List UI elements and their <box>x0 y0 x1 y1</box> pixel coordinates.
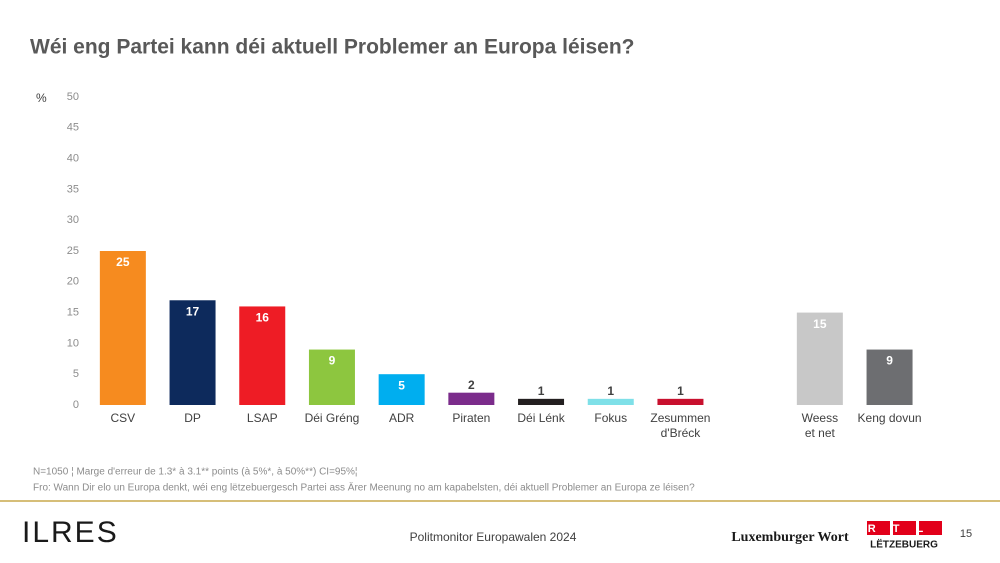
y-tick-label: 5 <box>73 368 79 380</box>
bar <box>587 398 634 405</box>
value-label: 15 <box>813 317 827 331</box>
value-label: 17 <box>186 304 200 318</box>
logo: ILRES <box>22 516 119 549</box>
value-label: 9 <box>329 354 336 368</box>
y-tick-label: 50 <box>67 91 79 103</box>
footer-text: Politmonitor Europawalen 2024 <box>410 530 577 544</box>
y-tick-label: 20 <box>67 276 79 288</box>
note: Fro: Wann Dir elo un Europa denkt, wéi e… <box>33 482 695 494</box>
rtl-box <box>919 521 942 535</box>
y-tick-label: 25 <box>67 245 79 257</box>
y-tick-label: 40 <box>67 153 79 165</box>
x-tick-label: Déi Lénk <box>517 411 565 425</box>
value-label: 1 <box>538 384 545 398</box>
chart-title: Wéi eng Partei kann déi aktuell Probleme… <box>30 36 635 59</box>
page-number: 15 <box>960 528 972 540</box>
x-tick-label: ADR <box>389 411 415 425</box>
y-axis-label: % <box>36 91 47 105</box>
x-tick-label: Piraten <box>452 411 490 425</box>
bar <box>796 312 843 405</box>
x-tick-label: LSAP <box>247 411 278 425</box>
bar <box>657 398 704 405</box>
x-tick-label: DP <box>184 411 201 425</box>
x-tick-label: CSV <box>111 411 136 425</box>
value-label: 2 <box>468 378 475 392</box>
x-tick-label: Weess et net <box>802 411 838 440</box>
rtl-box <box>893 521 916 535</box>
bar <box>308 349 355 405</box>
value-label: 5 <box>398 378 405 392</box>
y-tick-label: 30 <box>67 214 79 226</box>
y-tick-label: 35 <box>67 183 79 195</box>
partner-logo: Luxemburger Wort <box>731 530 849 545</box>
bar <box>378 374 425 405</box>
y-tick-label: 45 <box>67 122 79 134</box>
rtl-box <box>867 521 890 535</box>
rtl-logo: RTL <box>868 523 940 535</box>
x-tick-label: Fokus <box>594 411 627 425</box>
rtl-sub: LËTZEBUERG <box>870 538 938 551</box>
value-label: 25 <box>116 255 130 269</box>
y-tick-label: 10 <box>67 337 79 349</box>
x-tick-label: Déi Gréng <box>305 411 360 425</box>
value-label: 9 <box>886 354 893 368</box>
value-label: 16 <box>256 311 270 325</box>
value-label: 1 <box>607 384 614 398</box>
bar <box>169 300 216 405</box>
bar <box>518 398 565 405</box>
bar <box>866 349 913 405</box>
bar <box>99 251 146 405</box>
y-tick-label: 0 <box>73 399 79 411</box>
bar <box>448 392 495 405</box>
value-label: 1 <box>677 384 684 398</box>
x-tick-label: Zesummen d'Bréck <box>650 411 710 440</box>
y-tick-label: 15 <box>67 307 79 319</box>
bar <box>239 306 286 405</box>
x-tick-label: Keng dovun <box>858 411 922 425</box>
note: N=1050 ¦ Marge d'erreur de 1.3* à 3.1** … <box>33 467 358 478</box>
